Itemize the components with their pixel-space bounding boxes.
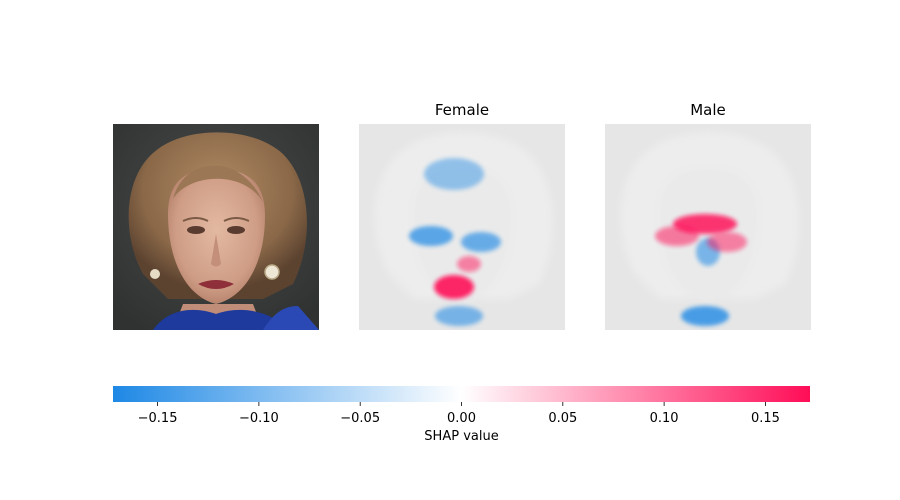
male-shap-panel <box>605 124 811 330</box>
colorbar-tick-label: −0.10 <box>239 411 279 426</box>
colorbar-gradient <box>113 386 810 402</box>
male-shap-map <box>605 124 811 330</box>
female-shap-panel <box>359 124 565 330</box>
male-chin-negative-spot <box>681 306 729 326</box>
female-mouth-positive-spot <box>434 275 474 299</box>
colorbar-tick-label: 0.05 <box>548 411 577 426</box>
colorbar-tick-label: 0.15 <box>751 411 780 426</box>
original-image-panel <box>113 124 319 330</box>
colorbar-tick-label: 0.00 <box>447 411 476 426</box>
female-right-cheek-negative-spot <box>461 232 501 252</box>
female-heat-spots <box>409 158 501 326</box>
female-under-nose-positive-spot <box>457 256 481 272</box>
female-shap-map <box>359 124 565 330</box>
female-chin-negative-spot <box>435 306 483 326</box>
colorbar-label: SHAP value <box>424 429 499 444</box>
colorbar-tick-label: −0.15 <box>138 411 178 426</box>
shap-colorbar: −0.15 −0.10 −0.05 0.00 0.05 0.10 0.15 <box>113 386 810 426</box>
portrait-image <box>113 124 319 330</box>
colorbar-tick-label: −0.05 <box>340 411 380 426</box>
male-right-cheek-positive-spot <box>707 232 747 252</box>
male-left-cheek-positive-spot <box>655 226 699 246</box>
male-heat-spots <box>655 214 747 326</box>
colorbar-tick-label: 0.10 <box>650 411 679 426</box>
female-panel-title: Female <box>434 101 490 119</box>
male-panel-title: Male <box>690 101 726 119</box>
female-left-cheek-negative-spot <box>409 226 453 246</box>
female-forehead-negative-spot <box>424 158 484 190</box>
